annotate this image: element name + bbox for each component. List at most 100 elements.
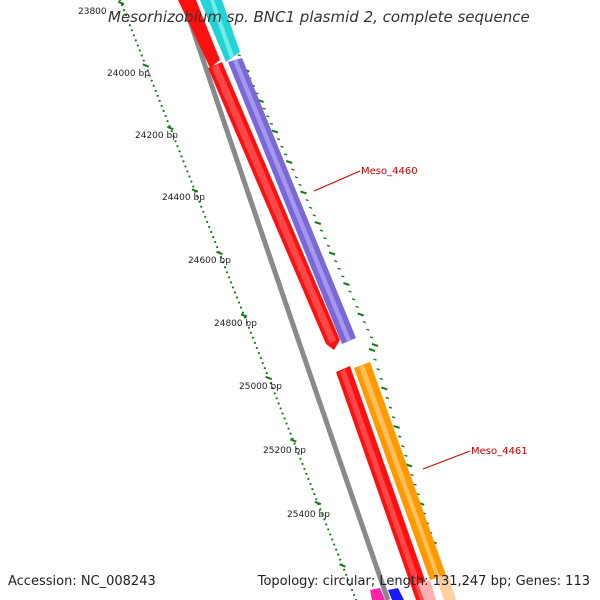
ruler-dot	[235, 296, 239, 299]
ruler-dot	[192, 185, 195, 188]
ruler-dot	[311, 487, 314, 491]
ruler-dot	[313, 493, 316, 496]
ruler-tick	[262, 107, 266, 110]
ruler-tick	[216, 250, 223, 256]
ruler-label: 25000 bp	[239, 382, 282, 392]
ruler-dot	[289, 432, 292, 435]
ruler-dot	[263, 366, 266, 370]
ruler-dot	[285, 422, 288, 425]
ruler-tick	[362, 320, 366, 324]
ruler-tick	[341, 275, 345, 278]
ruler-tick	[240, 313, 248, 318]
ruler-dot	[305, 472, 308, 476]
ruler-tick	[379, 377, 383, 381]
ruler-dot	[180, 155, 183, 158]
ruler-dot	[343, 568, 346, 571]
cds-red-meso-4460-shade	[212, 64, 336, 344]
ruler-tick	[328, 251, 336, 256]
ruler-dot	[241, 311, 245, 314]
ruler-dot	[202, 210, 205, 213]
ruler-dot	[346, 578, 350, 581]
ruler-dot	[229, 281, 233, 284]
ruler-tick	[314, 500, 322, 506]
ruler-label: 24000 bp	[107, 69, 150, 79]
gene-blue[interactable]	[388, 588, 404, 600]
ruler-dot	[184, 165, 187, 168]
ruler-dot	[166, 119, 169, 123]
ruler-dot	[160, 104, 163, 108]
gene-magenta[interactable]	[370, 588, 385, 600]
ruler-tick	[265, 375, 273, 381]
ruler-tick	[413, 483, 417, 486]
ruler-dot	[146, 69, 149, 72]
ruler-dot	[259, 356, 262, 360]
ruler-dot	[204, 215, 207, 218]
ruler-dot	[295, 447, 298, 450]
ruler-dot	[152, 84, 155, 87]
cds-red-meso-4461-shade	[340, 369, 426, 600]
ruler-dot	[210, 230, 213, 234]
cds-red-top[interactable]	[178, 0, 220, 68]
ruler-tick	[289, 438, 297, 443]
ruler-tick	[348, 290, 352, 293]
ruler-tick	[276, 137, 281, 141]
gene-label-meso-4460[interactable]: Meso_4460	[361, 166, 418, 177]
ruler-tick	[237, 54, 241, 57]
gene-cyan-shade	[210, 0, 234, 58]
ruler-dot	[158, 99, 161, 102]
ruler-dot	[257, 351, 260, 355]
ruler-tick	[291, 168, 295, 171]
ruler-dot	[190, 180, 193, 183]
ruler-dot	[222, 261, 225, 264]
ruler-tick	[337, 267, 341, 270]
ruler-labels: 23800 24000 bp 24200 bp 24400 bp 24600 b…	[78, 7, 330, 520]
ruler-tick	[117, 0, 125, 6]
label-connector-meso-4460	[313, 170, 361, 192]
ruler-tick	[373, 358, 377, 361]
topology-summary: Topology: circular; Length: 131,247 bp; …	[257, 574, 590, 589]
ruler-tick	[405, 463, 413, 468]
ruler-dot	[142, 59, 145, 62]
ruler-tick	[343, 282, 350, 286]
ruler-dot	[315, 498, 318, 501]
ruler-dot	[134, 39, 137, 42]
ruler-tick	[298, 183, 302, 187]
ruler-dot	[176, 145, 179, 148]
gene-meso-4460-shade	[233, 59, 351, 342]
ruler-tick	[401, 444, 405, 448]
ruler-dot	[323, 518, 326, 521]
ruler-dot	[126, 19, 130, 22]
ruler-dot	[344, 573, 348, 576]
ruler-dot	[271, 387, 274, 390]
ruler-dot	[335, 548, 338, 551]
gene-label-meso-4461[interactable]: Meso_4461	[471, 446, 528, 457]
ruler-dot	[138, 49, 141, 52]
ruler-dot	[277, 402, 280, 405]
ruler-dot	[275, 397, 278, 400]
ruler-dot	[327, 528, 330, 531]
ruler-label: 24400 bp	[162, 193, 205, 203]
ruler-dot	[247, 326, 250, 329]
ruler-dot	[150, 79, 153, 82]
gene-tan[interactable]	[436, 574, 456, 600]
map-title: Mesorhizobium sp. BNC1 plasmid 2, comple…	[108, 8, 530, 26]
ruler-dot	[273, 392, 276, 395]
ruler-dot	[352, 593, 356, 597]
ruler-dot	[233, 291, 237, 294]
ruler-tick	[404, 454, 408, 457]
ruler-tick	[308, 206, 313, 209]
ruler-dot	[231, 286, 235, 289]
ruler-dot	[307, 477, 310, 481]
ruler-dot	[122, 9, 126, 12]
ruler-label: 24800 bp	[214, 319, 257, 329]
ruler-dot	[253, 341, 256, 344]
ruler-tick	[166, 125, 174, 131]
ruler-dot	[170, 130, 173, 133]
ruler-dot	[245, 321, 249, 324]
ruler-dot	[178, 150, 181, 153]
ruler-dot	[128, 24, 131, 27]
gene-pink[interactable]	[418, 580, 436, 600]
ruler-tick	[368, 348, 376, 352]
ruler-tick	[385, 396, 390, 400]
